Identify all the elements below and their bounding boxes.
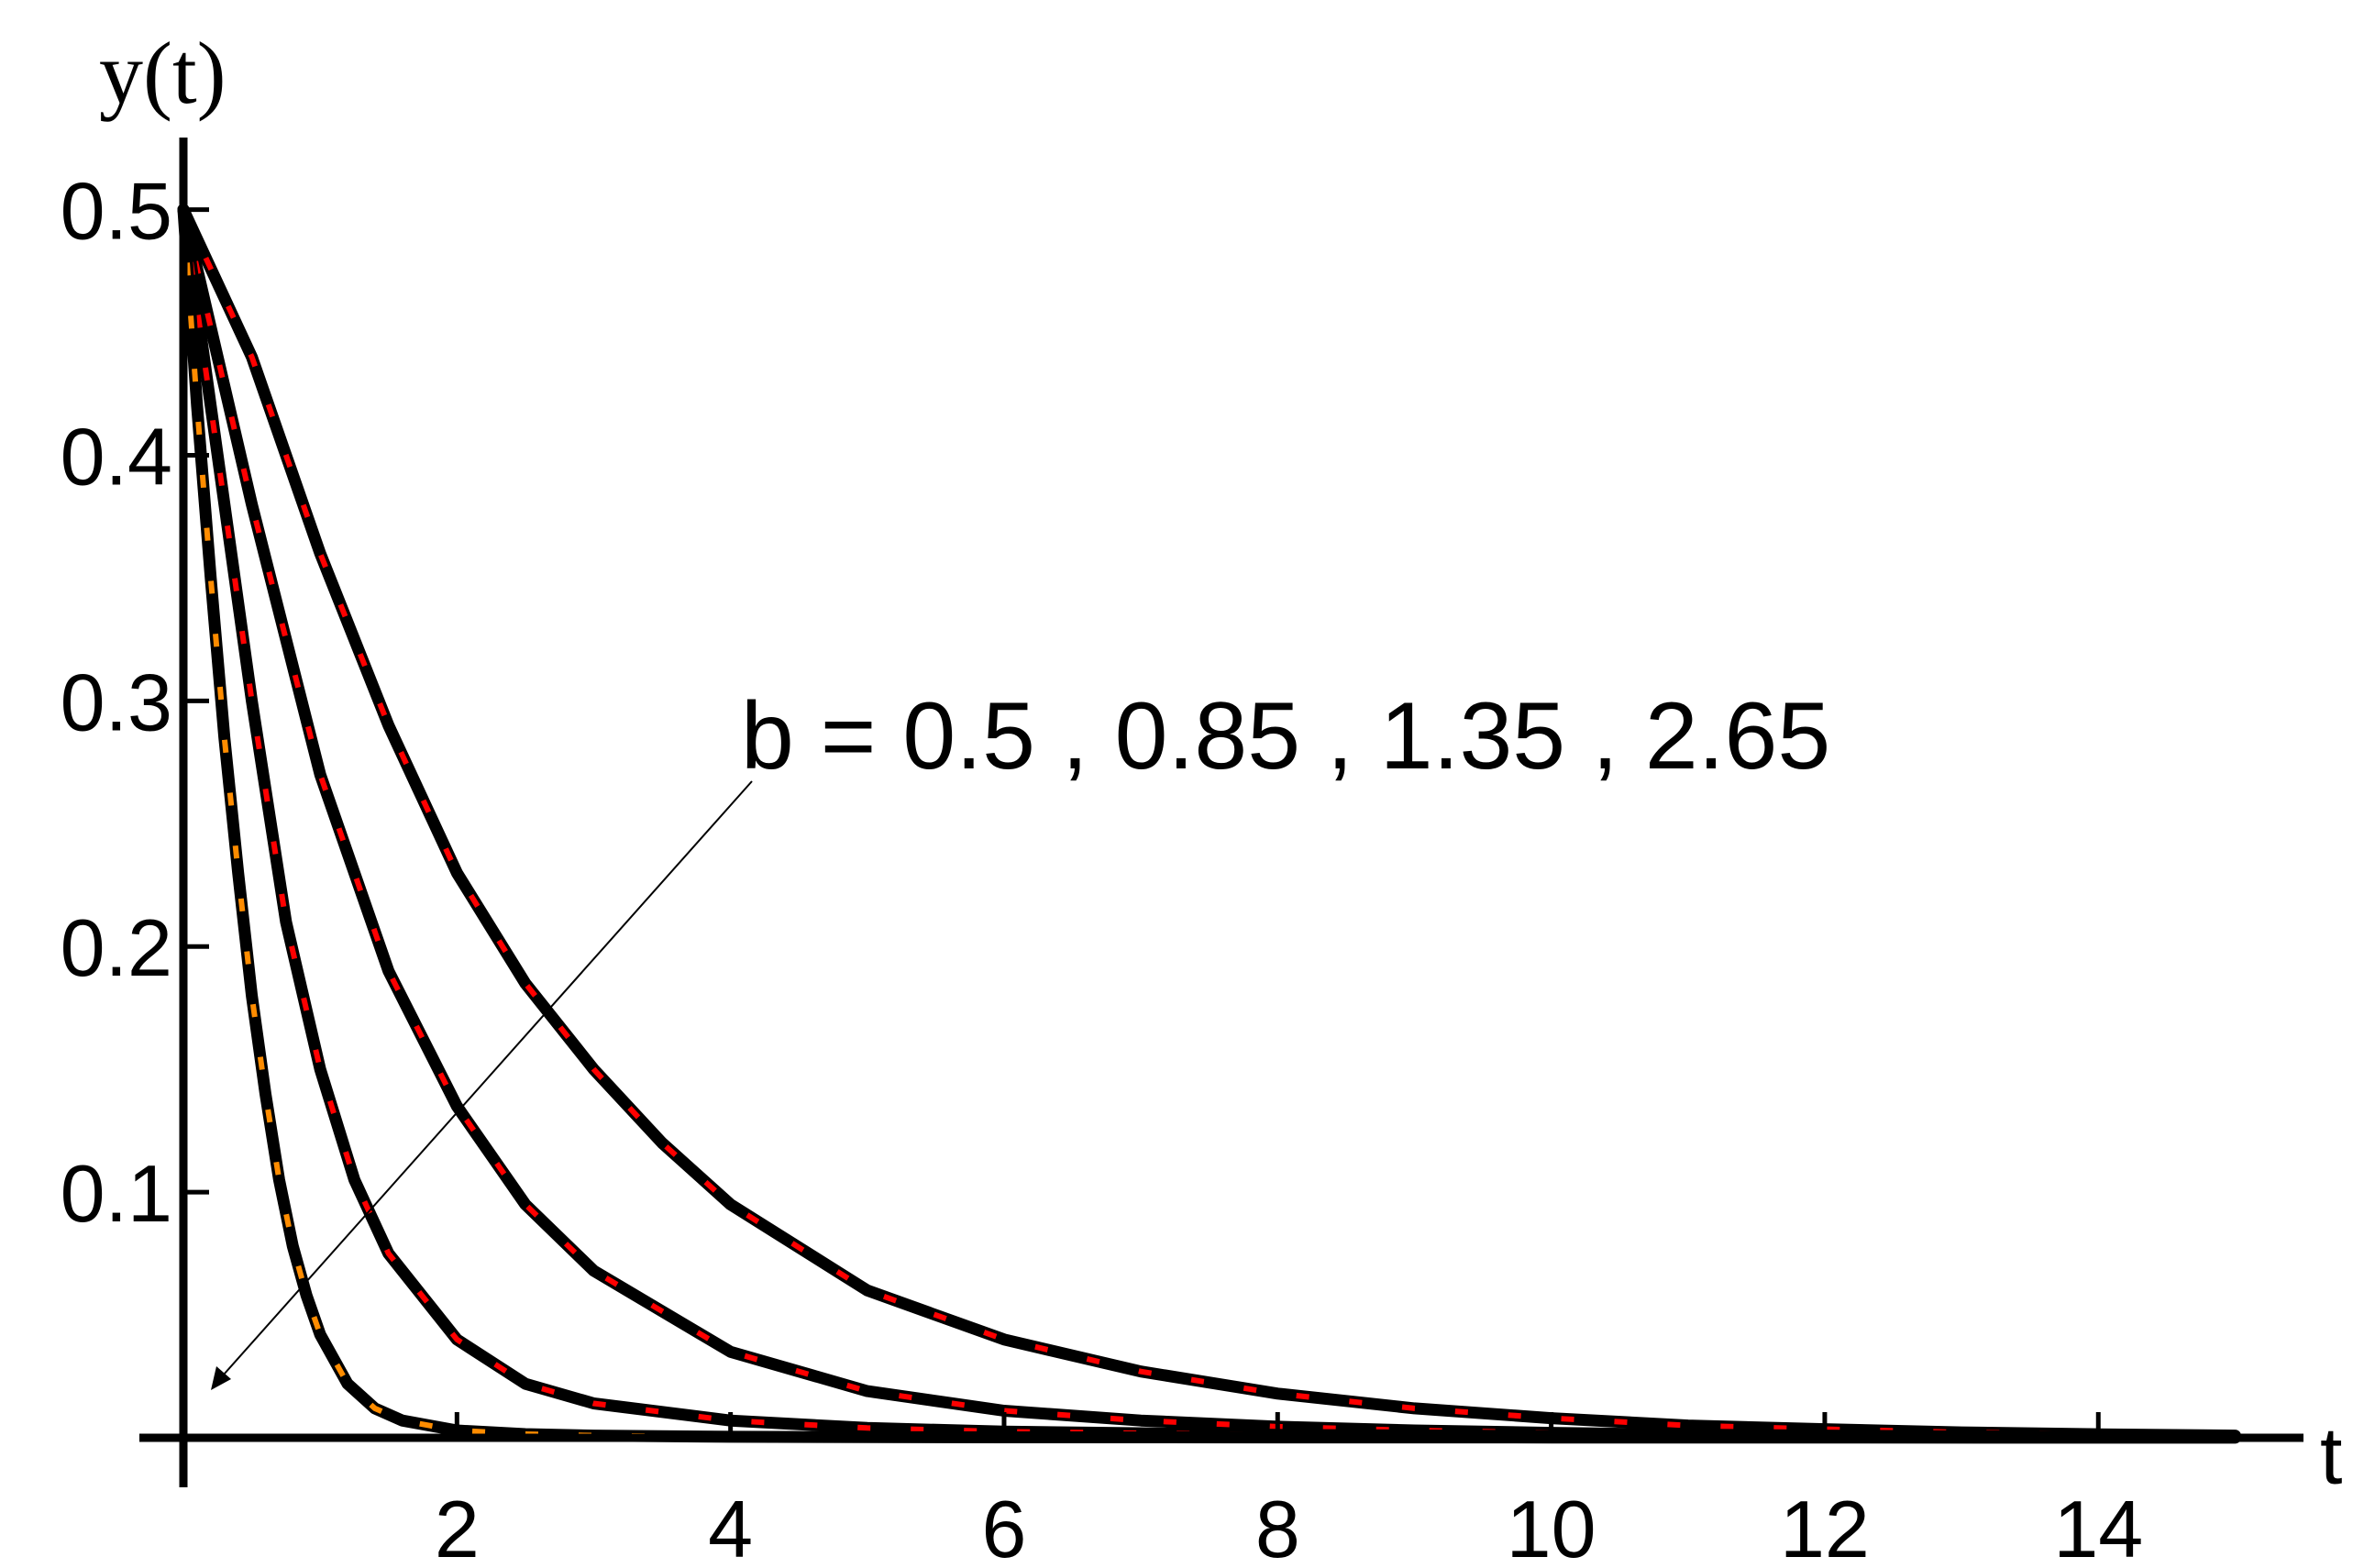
y-tick-label: 0.3 <box>61 657 172 747</box>
series-dash-b-2_65 <box>181 209 2236 1441</box>
x-tick-label: 6 <box>981 1484 1026 1568</box>
y-axis-title: y(t) <box>99 24 226 122</box>
x-tick-label: 4 <box>708 1484 753 1568</box>
series-dash-b-0_85 <box>181 208 2236 1441</box>
x-tick-label: 10 <box>1507 1484 1596 1568</box>
ticks-group: 2 4 6 8 10 12 14 0.1 0.2 0.3 0.4 0.5 <box>61 166 2144 1568</box>
series-line-b-0_85 <box>177 204 2241 1443</box>
x-tick-label: 2 <box>435 1484 480 1568</box>
x-tick-label: 8 <box>1255 1484 1300 1568</box>
y-tick-label: 0.4 <box>61 411 172 502</box>
y-tick-label: 0.2 <box>61 902 172 993</box>
annotation-group: b = 0.5 , 0.85 , 1.35 , 2.65 <box>211 683 1830 1390</box>
x-tick-label: 14 <box>2053 1484 2143 1568</box>
y-tick-label: 0.1 <box>61 1148 172 1239</box>
series-line-b-1_35 <box>177 204 2241 1443</box>
series-line-b-0_5 <box>177 204 2241 1442</box>
x-axis-title: t <box>2320 1410 2342 1501</box>
annotation-text: b = 0.5 , 0.85 , 1.35 , 2.65 <box>741 683 1830 790</box>
y-tick-label: 0.5 <box>61 166 172 257</box>
axes-group <box>139 138 2303 1487</box>
series-dash-b-0_5 <box>181 208 2236 1439</box>
series-dash-b-1_35 <box>181 209 2236 1441</box>
x-tick-label: 12 <box>1780 1484 1870 1568</box>
series-group <box>177 204 2241 1444</box>
series-line-b-2_65 <box>177 204 2241 1444</box>
annotation-arrowhead <box>211 1366 231 1390</box>
annotation-arrow <box>215 780 753 1384</box>
